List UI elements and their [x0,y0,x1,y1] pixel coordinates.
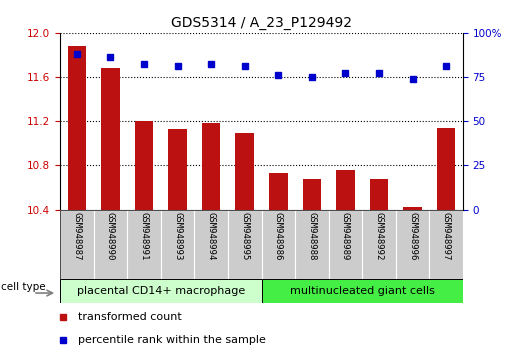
Bar [437,128,456,210]
Bar [94,210,127,279]
Bar [336,170,355,210]
Text: GSM948990: GSM948990 [106,212,115,260]
Bar [262,279,463,303]
Text: GSM948997: GSM948997 [441,212,451,260]
Bar [303,179,321,210]
Text: GSM948995: GSM948995 [240,212,249,260]
Bar [60,210,94,279]
Bar [195,210,228,279]
Bar [127,210,161,279]
Bar [161,210,195,279]
Bar [269,173,288,210]
Bar [396,210,429,279]
Text: percentile rank within the sample: percentile rank within the sample [78,335,266,345]
Bar [262,210,295,279]
Text: GSM948994: GSM948994 [207,212,215,260]
Title: GDS5314 / A_23_P129492: GDS5314 / A_23_P129492 [171,16,352,30]
Text: GSM948988: GSM948988 [308,212,316,260]
Text: GSM948996: GSM948996 [408,212,417,260]
Text: cell type: cell type [1,282,46,292]
Text: GSM948987: GSM948987 [72,212,82,260]
Bar [362,210,396,279]
Bar [67,46,86,210]
Bar [228,210,262,279]
Bar [60,279,262,303]
Text: GSM948989: GSM948989 [341,212,350,260]
Text: transformed count: transformed count [78,312,182,322]
Bar [403,207,422,210]
Text: GSM948992: GSM948992 [374,212,383,260]
Bar [235,133,254,210]
Text: placental CD14+ macrophage: placental CD14+ macrophage [77,286,245,296]
Bar [370,179,388,210]
Bar [328,210,362,279]
Bar [101,68,120,210]
Text: GSM948991: GSM948991 [140,212,149,260]
Bar [429,210,463,279]
Text: GSM948986: GSM948986 [274,212,283,260]
Bar [295,210,328,279]
Bar [135,121,153,210]
Text: multinucleated giant cells: multinucleated giant cells [290,286,435,296]
Text: GSM948993: GSM948993 [173,212,182,260]
Bar [168,129,187,210]
Bar [202,123,220,210]
